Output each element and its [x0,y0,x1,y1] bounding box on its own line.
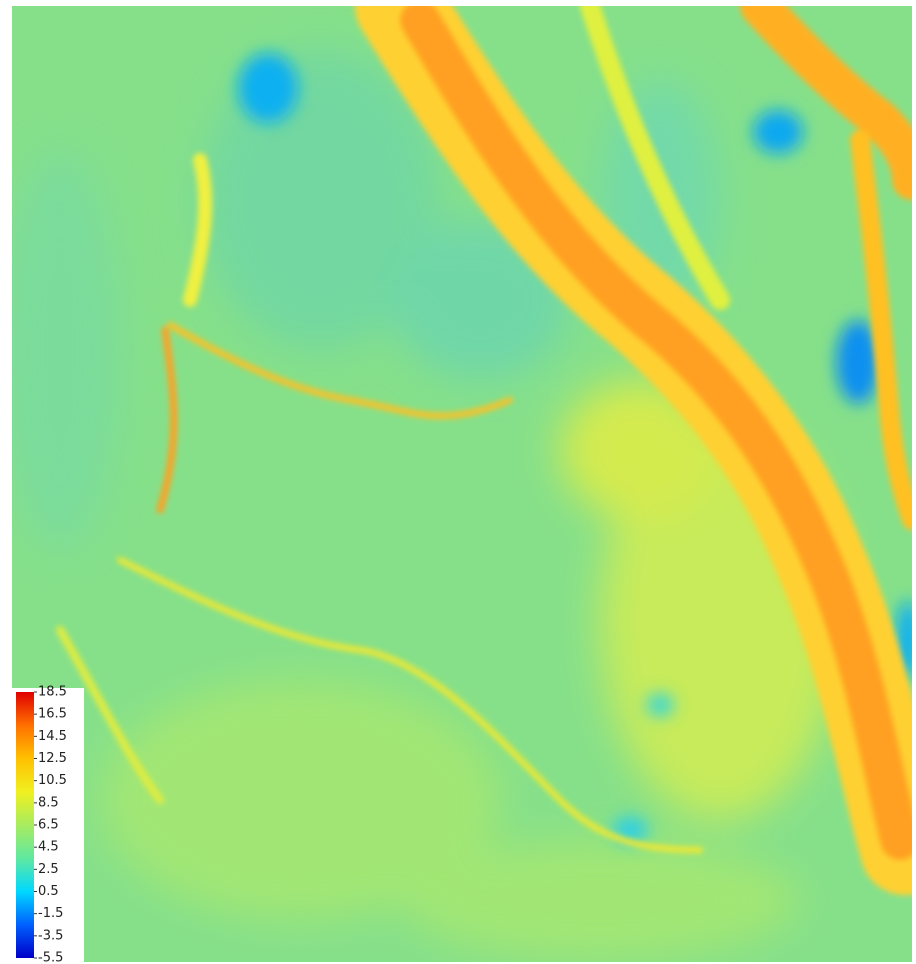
colorbar-tick-label: 18.5 [38,685,67,700]
colorbar-bar [16,692,34,958]
colorbar-tick-label: 10.5 [38,773,67,788]
colorbar-tick-label: -5.5 [38,951,63,964]
colorbar-tick-label: 0.5 [38,884,59,899]
colorbar-tick-label: 16.5 [38,707,67,722]
colorbar-tick-label: 8.5 [38,795,59,810]
colorbar-tick-label: 12.5 [38,751,67,766]
colorbar-tick-label: 2.5 [38,862,59,877]
page: {"colorbar": {"range": [-5.5, 18.5], "ti… [0,0,916,964]
colorbar-tick-label: 14.5 [38,729,67,744]
colorbar-tick-label: -3.5 [38,928,63,943]
map-view: 18.5 16.5 14.5 12.5 10.5 8.5 6.5 4.5 2.5 0.5 -1.5 -… [0,0,916,964]
colorbar-tick-label: 6.5 [38,818,59,833]
colorbar-tick-label: 4.5 [38,840,59,855]
raster [0,6,916,962]
colorbar-tick-label: -1.5 [38,906,63,921]
